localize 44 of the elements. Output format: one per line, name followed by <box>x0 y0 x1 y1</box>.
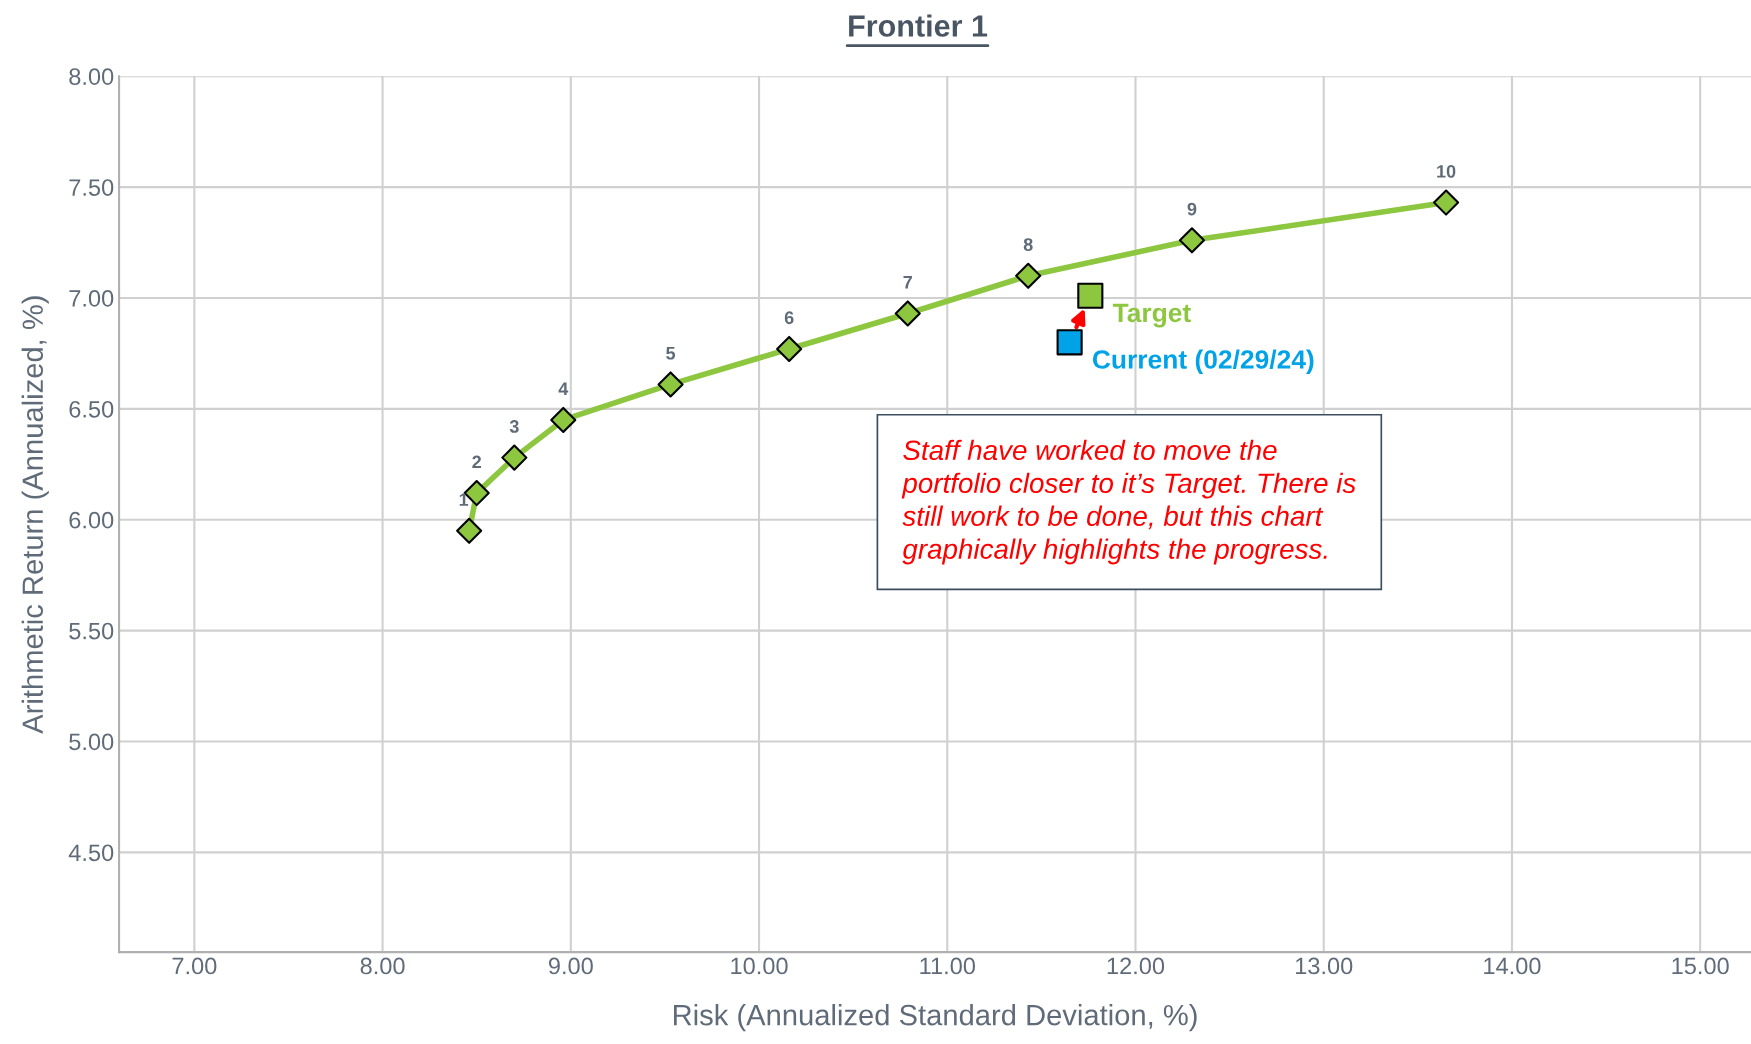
x-tick-label: 10.00 <box>731 957 788 975</box>
annotation: 5 <box>666 347 676 360</box>
point <box>657 371 684 398</box>
annotation: 6 <box>784 311 794 325</box>
y-tick-label: 6.00 <box>69 511 114 529</box>
annotation: 4 <box>558 382 569 395</box>
x-tick-label: 7.00 <box>172 957 217 975</box>
y-tick-label: 5.50 <box>69 622 114 640</box>
series-label: Current (02/29/24) <box>1092 349 1314 375</box>
point <box>1433 189 1460 216</box>
annotation: Staff have worked to move the portfolio closer to it’s Target. There is still work to be done, but this chart graphically highlights the progress. <box>901 439 1356 565</box>
point <box>550 406 577 433</box>
x-tick-label: 14.00 <box>1484 957 1541 975</box>
y-tick-label: 5.00 <box>69 733 114 751</box>
annotation: 10 <box>1437 165 1456 178</box>
y-tick-label: 6.50 <box>69 400 114 418</box>
annotation: 3 <box>509 420 519 433</box>
y-tick-label: 4.50 <box>68 844 114 862</box>
annotation: 2 <box>472 455 481 469</box>
y-tick-label: 8.00 <box>69 68 114 85</box>
x-tick-label: 9.00 <box>548 957 593 975</box>
point <box>456 517 483 544</box>
y-axis-title: Arithmetic Return (Annualized, %) <box>21 296 49 734</box>
y-tick-label: 7.50 <box>69 179 114 196</box>
x-tick-label: 11.00 <box>920 957 976 975</box>
point <box>1056 329 1083 356</box>
x-tick-label: 8.00 <box>360 957 405 975</box>
y-tick-label: 7.00 <box>69 290 114 307</box>
x-tick-label: 13.00 <box>1295 957 1353 975</box>
point <box>776 335 803 363</box>
annotation: 1 <box>459 493 469 506</box>
x-axis-title: Risk (Annualized Standard Deviation, %) <box>674 1004 1197 1032</box>
series-label: Target <box>1112 303 1191 328</box>
point <box>1015 262 1042 289</box>
x-tick-label: 12.00 <box>1107 957 1165 975</box>
point <box>501 444 528 471</box>
annotation: 7 <box>903 276 912 289</box>
annotation: 8 <box>1023 238 1033 251</box>
point <box>894 300 921 327</box>
point <box>1077 282 1104 309</box>
x-tick-label: 15.00 <box>1672 957 1729 975</box>
point <box>1178 227 1206 254</box>
chart-title: Frontier 1 <box>849 14 988 37</box>
annotation: 9 <box>1187 202 1197 216</box>
